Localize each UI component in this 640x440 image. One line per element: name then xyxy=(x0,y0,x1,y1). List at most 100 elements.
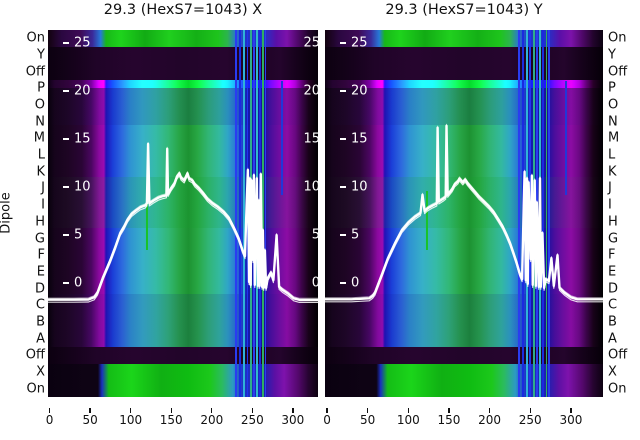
dipole-row-label-x-20: X xyxy=(36,364,45,380)
x-tick-label: 250 xyxy=(240,413,264,427)
dipole-row-label-k-8: K xyxy=(608,164,617,180)
dipole-row-label-d-15: D xyxy=(34,281,45,297)
heatmap-vertical-stripe xyxy=(545,30,548,397)
y-tick-label-right: 15 xyxy=(303,131,318,147)
dipole-row-label-off-19: Off xyxy=(608,347,628,363)
dipole-row-label-l-7: L xyxy=(37,147,45,163)
y-tick-label-right: 10 xyxy=(303,179,318,195)
x-tick-mark xyxy=(407,408,409,413)
dipole-row-label-n-5: N xyxy=(608,114,618,130)
x-tick-label: 50 xyxy=(82,413,98,427)
dipole-row-label-l-7: L xyxy=(608,147,616,163)
dipole-row-label-a-18: A xyxy=(608,331,617,347)
y-tick-mark xyxy=(340,186,346,188)
profile-trace xyxy=(48,141,318,299)
dipole-row-label-on-0: On xyxy=(26,30,45,46)
dipole-row-label-m-6: M xyxy=(608,130,620,146)
heatmap-band-main-top-edge xyxy=(48,80,318,89)
y-tick-label-right: 20 xyxy=(303,83,318,99)
x-tick-label: 0 xyxy=(323,413,331,427)
dipole-row-label-d-15: D xyxy=(608,281,619,297)
dipole-row-label-p-3: P xyxy=(608,80,616,96)
heatmap-band-main-body xyxy=(48,80,318,347)
heatmap-band-main-body xyxy=(325,80,603,347)
x-tick-label: 100 xyxy=(396,413,420,427)
heatmap-vertical-stripe xyxy=(548,30,550,397)
y-tick-label: 10 xyxy=(74,179,91,195)
heatmap-vertical-stripe xyxy=(243,30,246,397)
heatmap-vertical-stripe xyxy=(264,30,267,397)
y-tick-mark xyxy=(340,281,346,284)
y-tick-mark xyxy=(63,186,69,188)
dipole-row-label-on-21: On xyxy=(608,381,627,397)
x-tick-mark xyxy=(570,408,572,413)
dipole-row-label-y-1: Y xyxy=(608,47,616,63)
right-panel-title: 29.3 (HexS7=1043) Y xyxy=(385,2,543,18)
x-tick-label: 150 xyxy=(437,413,461,427)
dipole-row-label-c-16: C xyxy=(35,297,45,313)
x-tick-mark xyxy=(89,408,91,413)
y-tick-label: 15 xyxy=(74,131,91,147)
x-tick-mark xyxy=(292,408,294,413)
dipole-row-label-f-13: F xyxy=(37,247,45,263)
beam-profile-x-curve xyxy=(48,141,318,303)
y-tick-mark xyxy=(340,90,346,93)
y-tick-label-right: 25 xyxy=(303,35,318,51)
y-tick-mark xyxy=(340,234,346,236)
dipole-row-label-off-19: Off xyxy=(25,347,45,363)
x-tick-mark xyxy=(130,408,132,413)
x-tick-mark xyxy=(211,408,213,413)
dipole-row-label-c-16: C xyxy=(608,297,618,313)
x-tick-label: 0 xyxy=(45,413,54,427)
profile-trace xyxy=(325,124,603,301)
y-tick-label: 10 xyxy=(351,179,368,195)
y-tick-mark xyxy=(63,234,69,236)
x-tick-label: 200 xyxy=(478,413,502,427)
dipole-row-label-o-4: O xyxy=(608,97,619,113)
profile-trace xyxy=(48,142,318,302)
x-tick-mark xyxy=(366,408,369,413)
dipole-row-label-y-1: Y xyxy=(37,47,45,63)
heatmap-vertical-stripe xyxy=(146,191,148,251)
profile-trace xyxy=(48,145,318,303)
dipole-row-labels-left: On Y Off P O N M L K J I H G F E D C B A Off X On xyxy=(0,0,45,440)
heatmap-band-dark-gap-top xyxy=(325,46,603,80)
dipole-row-label-g-12: G xyxy=(608,231,619,247)
dipole-row-label-off-2: Off xyxy=(25,64,45,80)
heatmap-band-main-top-edge xyxy=(325,80,603,89)
dipole-row-label-off-2: Off xyxy=(608,64,628,80)
y-tick-mark xyxy=(63,42,69,45)
x-tick-mark xyxy=(170,408,172,413)
y-tick-label: 15 xyxy=(351,131,368,147)
dipole-row-label-p-3: P xyxy=(37,80,45,96)
heatmap-vertical-stripe xyxy=(518,30,521,397)
dipole-row-label-n-5: N xyxy=(35,114,45,130)
dipole-row-label-e-14: E xyxy=(608,264,617,280)
y-tick-label: 20 xyxy=(74,83,91,99)
x-tick-mark xyxy=(251,408,253,413)
dipole-row-label-b-17: B xyxy=(608,314,617,330)
dipole-row-label-f-13: F xyxy=(608,247,616,263)
dipole-row-label-h-11: H xyxy=(608,214,618,230)
heatmap-vertical-stripe xyxy=(281,81,284,196)
x-tick-label: 150 xyxy=(159,413,183,427)
heatmap-panel-y: 25 20 15 10 5 0 xyxy=(325,30,603,397)
y-tick-label: 0 xyxy=(351,275,360,291)
dipole-row-label-on-0: On xyxy=(608,30,627,46)
heatmap-band-dark-gap-top xyxy=(48,46,318,80)
dipole-row-label-h-11: H xyxy=(35,214,45,230)
x-tick-label: 250 xyxy=(518,413,542,427)
dipole-row-label-i-10: I xyxy=(608,197,612,213)
y-tick-mark xyxy=(63,138,69,141)
heatmap-vertical-stripe xyxy=(262,30,264,397)
y-tick-label: 0 xyxy=(74,275,83,291)
y-tick-mark xyxy=(63,90,69,93)
x-tick-label: 300 xyxy=(559,413,583,427)
profile-trace xyxy=(325,123,603,299)
y-tick-label: 5 xyxy=(74,227,83,243)
x-tick-mark xyxy=(326,408,328,413)
x-tick-label: 50 xyxy=(360,413,376,427)
heatmap-vertical-stripe xyxy=(426,191,428,251)
heatmap-band-row-shade-upper xyxy=(325,88,603,126)
